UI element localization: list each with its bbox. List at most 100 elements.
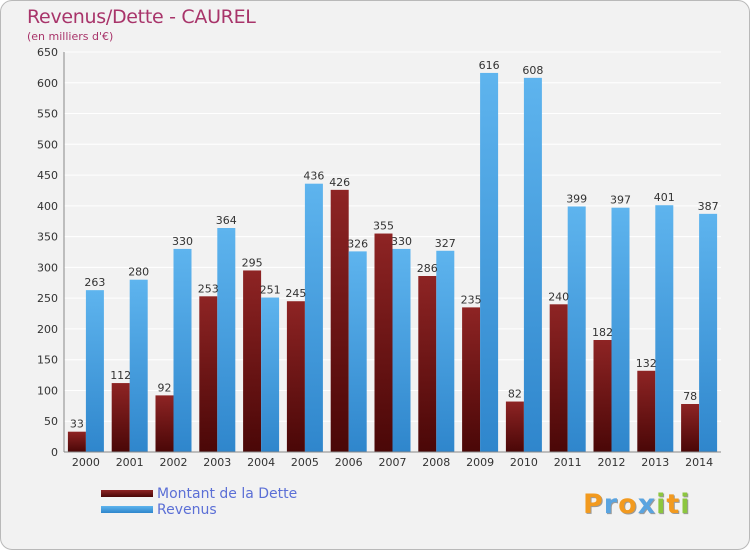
logo-letter: x <box>637 489 657 520</box>
bar-dette <box>418 276 437 452</box>
y-tick-label: 400 <box>37 200 58 213</box>
data-label: 327 <box>435 237 456 250</box>
x-tick-label: 2009 <box>466 456 494 469</box>
data-label: 397 <box>610 194 631 207</box>
data-label: 387 <box>698 200 719 213</box>
bar-dette <box>637 370 656 452</box>
data-label: 330 <box>172 235 193 248</box>
data-label: 132 <box>636 357 657 370</box>
bar-dette <box>111 383 130 452</box>
bar-revenus <box>85 290 104 452</box>
bar-dette <box>330 189 349 452</box>
bars <box>67 72 718 452</box>
bar-revenus <box>392 248 411 452</box>
data-label: 82 <box>508 388 522 401</box>
y-tick-label: 500 <box>37 138 58 151</box>
legend-swatch-dette <box>101 490 153 497</box>
data-label: 33 <box>70 418 84 431</box>
chart-subtitle: (en milliers d'€) <box>27 30 114 43</box>
logo-letter: t <box>666 489 681 520</box>
x-tick-label: 2008 <box>422 456 450 469</box>
x-axis: 2000 2001 2002 2003 2004 2005 2006 2007 2008 2009… <box>64 451 721 469</box>
bar-dette <box>286 301 305 452</box>
data-label: 245 <box>285 287 306 300</box>
data-label: 436 <box>303 170 324 183</box>
x-tick-label: 2010 <box>510 456 538 469</box>
bar-revenus <box>523 77 542 452</box>
bar-dette <box>681 404 700 452</box>
legend-label-dette: Montant de la Dette <box>157 486 298 502</box>
x-tick-label: 2013 <box>641 456 669 469</box>
x-tick-label: 2007 <box>379 456 407 469</box>
bar-dette <box>593 340 612 452</box>
bar-dette <box>462 307 481 452</box>
y-tick-label: 300 <box>37 261 58 274</box>
x-tick-label: 2003 <box>203 456 231 469</box>
bar-dette <box>374 233 393 452</box>
y-tick-label: 250 <box>37 292 58 305</box>
bar-revenus <box>480 72 499 452</box>
y-tick-label: 350 <box>37 231 58 244</box>
bar-revenus <box>348 251 367 452</box>
bar-dette <box>549 304 568 452</box>
y-tick-label: 200 <box>37 323 58 336</box>
legend-swatch-revenus <box>101 506 153 513</box>
data-label: 92 <box>158 381 172 394</box>
x-tick-label: 2012 <box>598 456 626 469</box>
data-label: 326 <box>347 237 368 250</box>
y-tick-label: 600 <box>37 77 58 90</box>
bar-revenus <box>611 207 630 452</box>
data-label: 608 <box>522 64 543 77</box>
x-tick-label: 2005 <box>291 456 319 469</box>
logo-letter: o <box>618 489 638 520</box>
bar-revenus <box>304 183 323 452</box>
legend-label-revenus: Revenus <box>157 502 217 518</box>
y-axis: 0 50 100 150 200 250 300 350 400 450 500 550 600 650 <box>37 46 65 459</box>
logo-letter: P <box>583 489 604 520</box>
data-label: 286 <box>417 262 438 275</box>
y-tick-label: 150 <box>37 354 58 367</box>
x-tick-label: 2001 <box>116 456 144 469</box>
data-label: 240 <box>548 290 569 303</box>
data-label: 401 <box>654 191 675 204</box>
bar-revenus <box>173 248 192 452</box>
bar-dette <box>243 270 262 452</box>
data-label: 253 <box>198 282 219 295</box>
y-tick-label: 650 <box>37 46 58 59</box>
data-label: 112 <box>110 369 131 382</box>
logo-letter: i <box>680 489 691 520</box>
x-tick-label: 2011 <box>554 456 582 469</box>
data-label: 399 <box>566 192 587 205</box>
bar-revenus <box>436 250 455 452</box>
bar-dette <box>155 395 174 452</box>
bar-dette <box>67 431 86 452</box>
bar-revenus <box>129 279 148 452</box>
data-label: 78 <box>683 390 697 403</box>
data-label: 251 <box>260 284 281 297</box>
bar-dette <box>505 401 524 452</box>
bar-dette <box>199 296 218 452</box>
x-tick-label: 2002 <box>160 456 188 469</box>
data-label: 263 <box>84 276 105 289</box>
bar-revenus <box>217 228 236 452</box>
data-label: 355 <box>373 220 394 233</box>
y-tick-label: 100 <box>37 384 58 397</box>
logo-letter: i <box>656 489 667 520</box>
bar-revenus <box>567 206 586 452</box>
x-tick-label: 2004 <box>247 456 275 469</box>
y-tick-label: 0 <box>51 446 58 459</box>
bar-revenus <box>699 213 718 452</box>
data-labels: 33 263 112 280 92 330 253 364 295 251 245 436 426 326… <box>70 59 719 431</box>
x-tick-label: 2014 <box>685 456 713 469</box>
data-label: 616 <box>479 59 500 72</box>
y-tick-label: 450 <box>37 169 58 182</box>
data-label: 295 <box>242 256 263 269</box>
data-label: 280 <box>128 266 149 279</box>
data-label: 426 <box>329 176 350 189</box>
x-tick-label: 2000 <box>72 456 100 469</box>
bar-revenus <box>655 205 674 452</box>
data-label: 182 <box>592 326 613 339</box>
data-label: 235 <box>461 293 482 306</box>
